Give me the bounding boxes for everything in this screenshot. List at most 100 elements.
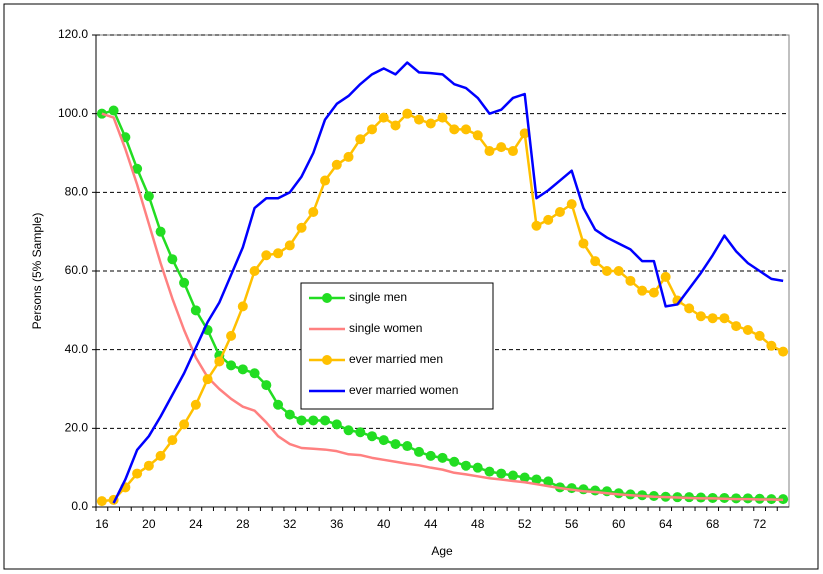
data-point	[578, 238, 589, 249]
data-point	[507, 146, 518, 157]
data-point	[625, 275, 636, 286]
y-tick-label: 60.0	[65, 263, 89, 277]
data-point	[284, 409, 295, 420]
data-point	[484, 466, 495, 477]
data-point	[543, 476, 554, 487]
data-point	[531, 220, 542, 231]
x-tick-label: 48	[471, 517, 485, 531]
x-tick-label: 36	[330, 517, 344, 531]
legend-label: single men	[349, 290, 407, 304]
data-point	[261, 380, 272, 391]
data-point	[695, 311, 706, 322]
data-point	[320, 415, 331, 426]
data-point	[766, 340, 777, 351]
data-point	[378, 112, 389, 123]
data-point	[308, 207, 319, 217]
x-tick-label: 72	[753, 517, 767, 531]
data-point	[660, 271, 671, 282]
legend-marker	[322, 293, 332, 303]
y-tick-label: 80.0	[65, 185, 89, 199]
data-point	[460, 460, 471, 471]
data-point	[273, 248, 284, 259]
data-point	[155, 226, 166, 237]
data-point	[331, 159, 342, 170]
data-point	[296, 222, 307, 233]
legend-label: ever married women	[349, 383, 458, 397]
x-tick-label: 24	[189, 517, 203, 531]
legend-label: single women	[349, 321, 422, 335]
series-line	[112, 61, 784, 504]
data-point	[425, 118, 436, 129]
data-point	[543, 214, 554, 225]
data-point	[367, 431, 378, 442]
y-tick-label: 0.0	[71, 499, 88, 513]
data-point	[132, 468, 143, 479]
data-point	[566, 199, 577, 210]
data-point	[143, 460, 154, 471]
data-point	[331, 419, 342, 430]
data-point	[425, 450, 436, 461]
x-tick-label: 60	[612, 517, 626, 531]
y-tick-label: 40.0	[65, 342, 89, 356]
data-point	[202, 374, 213, 385]
data-point	[226, 360, 237, 371]
data-point	[707, 313, 718, 324]
data-point	[754, 330, 765, 341]
data-point	[390, 439, 401, 450]
data-point	[308, 415, 319, 426]
data-point	[96, 496, 107, 507]
y-axis-label: Persons (5% Sample)	[30, 213, 44, 330]
data-point	[320, 175, 331, 186]
y-tick-label: 100.0	[58, 106, 88, 120]
x-tick-label: 52	[518, 517, 532, 531]
data-point	[249, 368, 260, 379]
data-point	[414, 446, 425, 457]
data-point	[742, 325, 753, 335]
x-tick-label: 68	[706, 517, 720, 531]
data-point	[378, 435, 389, 446]
data-point	[684, 303, 695, 314]
legend-marker	[322, 355, 332, 365]
x-axis-label: Age	[431, 544, 453, 558]
data-point	[484, 146, 495, 157]
data-point	[637, 285, 648, 296]
data-point	[179, 419, 190, 430]
data-point	[496, 142, 507, 153]
legend-label: ever married men	[349, 352, 443, 366]
data-point	[449, 456, 460, 467]
data-point	[226, 330, 237, 341]
data-point	[237, 301, 248, 312]
data-point	[214, 356, 225, 367]
data-point	[731, 321, 742, 332]
data-point	[590, 256, 601, 267]
data-point	[449, 124, 460, 135]
data-point	[531, 474, 542, 485]
x-tick-label: 64	[659, 517, 673, 531]
x-tick-label: 28	[236, 517, 250, 531]
data-point	[284, 240, 295, 251]
data-point	[343, 425, 354, 436]
data-point	[414, 114, 425, 125]
y-tick-label: 120.0	[58, 27, 88, 41]
data-point	[437, 112, 448, 123]
data-point	[132, 163, 143, 174]
x-tick-label: 20	[142, 517, 156, 531]
data-point	[190, 305, 201, 316]
data-point	[249, 266, 260, 276]
data-point	[273, 399, 284, 410]
data-point	[261, 250, 272, 261]
data-point	[343, 151, 354, 162]
data-point	[590, 485, 601, 496]
data-point	[472, 130, 483, 141]
data-point	[237, 364, 248, 375]
data-point	[578, 484, 589, 495]
y-tick-label: 20.0	[65, 421, 89, 435]
data-point	[355, 427, 366, 438]
data-point	[167, 435, 178, 446]
data-point	[190, 399, 201, 410]
data-point	[601, 266, 612, 276]
x-tick-label: 16	[95, 517, 109, 531]
data-point	[648, 287, 659, 298]
data-point	[155, 450, 166, 461]
